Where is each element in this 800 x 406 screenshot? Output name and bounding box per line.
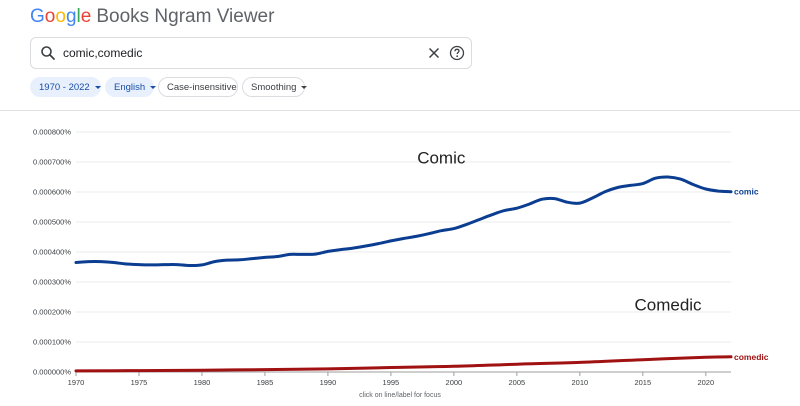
annotation-label: Comic <box>417 149 466 168</box>
case-insensitive-toggle[interactable]: Case-insensitive <box>158 77 238 97</box>
x-tick-label: 2015 <box>634 378 651 387</box>
y-tick-label: 0.000200% <box>33 308 71 317</box>
series-label-comic[interactable]: comic <box>734 187 759 197</box>
x-tick-label: 1980 <box>194 378 211 387</box>
y-tick-label: 0.000400% <box>33 248 71 257</box>
annotation-label: Comedic <box>634 296 702 315</box>
corpus-dropdown[interactable]: English <box>105 77 157 97</box>
logo-letter: o <box>44 6 56 27</box>
y-tick-label: 0.000300% <box>33 278 71 287</box>
help-circle-icon[interactable] <box>449 45 465 61</box>
series-line-comic[interactable] <box>74 175 733 268</box>
logo-letter: l <box>76 6 81 27</box>
google-wordmark: Google <box>30 6 91 27</box>
ngram-chart: 0.000000% 0.000100% 0.000200% 0.000300% 0.00… <box>33 128 769 388</box>
y-tick-label: 0.000700% <box>33 158 71 167</box>
header: Google Books Ngram Viewer comic,comedic 1… <box>0 0 800 111</box>
search-box[interactable]: comic,comedic <box>30 37 472 69</box>
logo-letter: o <box>55 6 66 27</box>
y-tick-label: 0.000000% <box>33 368 71 377</box>
x-tick-label: 1970 <box>68 378 85 387</box>
caret-down-icon <box>150 85 157 89</box>
caret-down-icon <box>94 85 101 89</box>
y-tick-label: 0.000800% <box>33 128 71 137</box>
x-tick-label: 1975 <box>131 378 148 387</box>
app-logo[interactable]: Google Books Ngram Viewer <box>30 6 274 28</box>
series-line-comedic[interactable] <box>74 355 733 373</box>
y-tick-label: 0.000100% <box>33 338 71 347</box>
y-tick-label: 0.000600% <box>33 188 71 197</box>
x-tick-label: 1995 <box>383 378 400 387</box>
logo-letter: G <box>30 6 45 27</box>
corpus-label: English <box>114 81 146 93</box>
app-title: Books Ngram Viewer <box>96 6 275 27</box>
y-tick-label: 0.000500% <box>33 218 71 227</box>
x-tick-label: 2000 <box>446 378 463 387</box>
x-tick-label: 2010 <box>572 378 589 387</box>
year-range-label: 1970 - 2022 <box>39 81 90 93</box>
x-tick-label: 2020 <box>697 378 714 387</box>
series-label-comedic[interactable]: comedic <box>734 352 769 362</box>
case-label: Case-insensitive <box>167 81 237 93</box>
x-tick-label: 1985 <box>257 378 274 387</box>
close-icon[interactable] <box>426 45 442 61</box>
year-range-dropdown[interactable]: 1970 - 2022 <box>30 77 101 97</box>
x-tick-label: 1990 <box>320 378 337 387</box>
focus-hint: click on line/label for focus <box>359 392 441 399</box>
logo-letter: e <box>80 6 92 27</box>
smoothing-label: Smoothing <box>251 81 297 93</box>
x-tick-label: 2005 <box>509 378 526 387</box>
search-icon[interactable] <box>40 45 56 61</box>
search-input[interactable]: comic,comedic <box>63 46 143 60</box>
caret-down-icon <box>301 85 308 89</box>
logo-letter: g <box>65 6 77 27</box>
smoothing-dropdown[interactable]: Smoothing <box>242 77 308 97</box>
